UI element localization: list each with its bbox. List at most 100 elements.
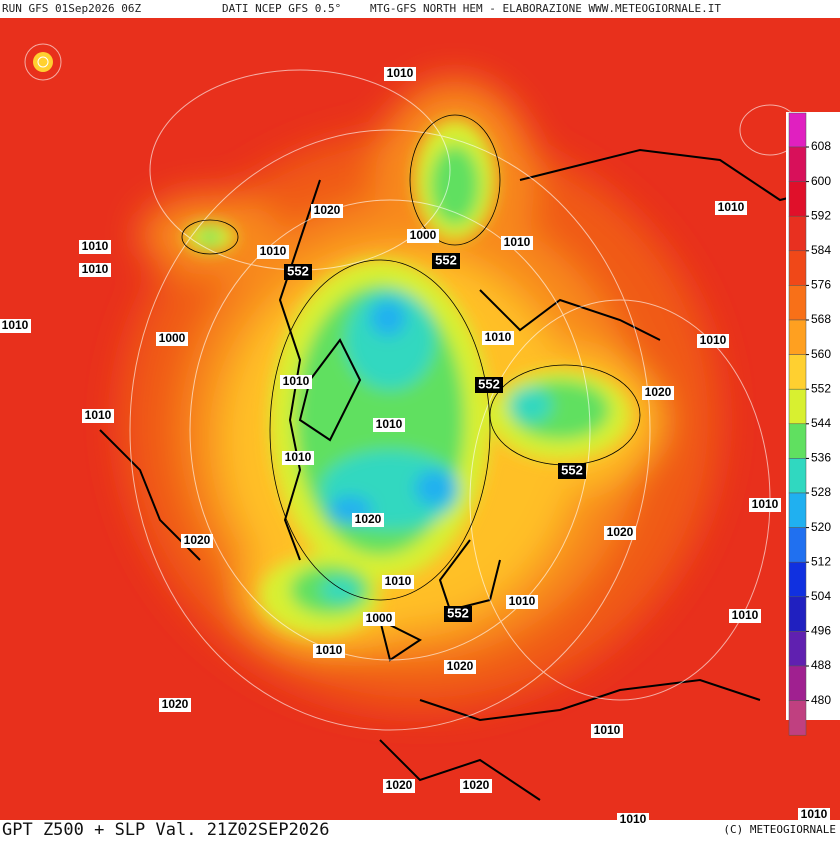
slp-label: 1010 <box>79 239 111 254</box>
slp-label-text: 1010 <box>620 812 647 826</box>
legend-swatch <box>788 388 807 425</box>
product-label: MTG-GFS NORTH HEM - ELABORAZIONE WWW.MET… <box>370 2 721 15</box>
legend-swatch <box>788 700 807 736</box>
slp-label: 1010 <box>501 235 533 250</box>
legend-swatch <box>788 215 807 252</box>
slp-label-text: 1020 <box>645 385 672 399</box>
slp-label: 1010 <box>0 318 31 333</box>
slp-label: 1010 <box>715 200 747 215</box>
slp-label-text: 1010 <box>700 333 727 347</box>
slp-label-text: 1010 <box>85 408 112 422</box>
slp-label: 1010 <box>482 330 514 345</box>
legend-swatch <box>788 250 807 286</box>
slp-label-bg <box>729 609 761 623</box>
slp-label-bg <box>591 724 623 738</box>
legend-tick-label: 520 <box>811 520 831 534</box>
slp-label: 1000 <box>363 611 395 626</box>
slp-label-text: 1020 <box>314 203 341 217</box>
legend-swatch <box>788 423 807 459</box>
legend-swatch <box>788 112 807 148</box>
slp-label-text: 1020 <box>184 533 211 547</box>
slp-label-bg <box>156 332 188 346</box>
slp-label: 1010 <box>257 244 289 259</box>
slp-label-text: 1020 <box>162 697 189 711</box>
slp-label-bg <box>352 513 384 527</box>
slp-label-bg <box>373 418 405 432</box>
slp-label-text: 1010 <box>82 262 109 276</box>
slp-label: 1020 <box>642 385 674 400</box>
legend-swatch <box>788 319 807 355</box>
slp-label-bg <box>506 595 538 609</box>
slp-label-bg <box>617 813 649 827</box>
slp-label-text: 1010 <box>285 450 312 464</box>
slp-label-text: 1020 <box>607 525 634 539</box>
slp-label-text: 1000 <box>410 228 437 242</box>
slp-label-text: 1010 <box>82 239 109 253</box>
slp-label-bg <box>384 67 416 81</box>
slp-label: 1020 <box>460 778 492 793</box>
footer-title: GPT Z500 + SLP Val. 21Z02SEP2026 <box>2 820 330 840</box>
field <box>0 18 840 820</box>
legend-swatch <box>788 146 807 182</box>
slp-label-bg <box>604 526 636 540</box>
slp-label-bg <box>407 229 439 243</box>
slp-label-text: 1010 <box>509 594 536 608</box>
legend-swatch <box>788 665 807 701</box>
slp-label-bg <box>715 201 747 215</box>
legend-tick-label: 600 <box>811 174 831 188</box>
legend-swatch <box>788 631 807 667</box>
legend-tick-label: 496 <box>811 624 831 638</box>
slp-label-bg <box>749 498 781 512</box>
z500-label-bg <box>432 253 460 269</box>
slp-label-bg <box>382 575 414 589</box>
slp-label-text: 1010 <box>260 244 287 258</box>
slp-label: 1010 <box>506 594 538 609</box>
slp-label: 1020 <box>352 512 384 527</box>
legend-tick-label: 544 <box>811 416 831 430</box>
slp-label: 1010 <box>591 723 623 738</box>
slp-label-bg <box>482 331 514 345</box>
slp-label-bg <box>79 263 111 277</box>
slp-label: 1010 <box>798 807 830 822</box>
slp-label: 1010 <box>729 608 761 623</box>
z500-label: 552 <box>284 263 312 280</box>
legend-tick-label: 504 <box>811 589 831 603</box>
slp-label: 1010 <box>617 812 649 827</box>
slp-label-bg <box>501 236 533 250</box>
slp-label-bg <box>257 245 289 259</box>
z500-label: 552 <box>432 252 460 269</box>
slp-label: 1000 <box>407 228 439 243</box>
slp-label-bg <box>313 644 345 658</box>
slp-label-bg <box>280 375 312 389</box>
slp-label-text: 1020 <box>355 512 382 526</box>
slp-label: 1020 <box>311 203 343 218</box>
slp-label: 1010 <box>384 66 416 81</box>
slp-label-bg <box>282 451 314 465</box>
slp-label-text: 1000 <box>366 611 393 625</box>
legend-swatch <box>788 181 807 217</box>
z500-label-text: 552 <box>287 263 309 278</box>
legend-tick-label: 608 <box>811 139 831 153</box>
slp-label-text: 1010 <box>385 574 412 588</box>
slp-label-bg <box>383 779 415 793</box>
slp-label-bg <box>0 319 31 333</box>
slp-label: 1010 <box>82 408 114 423</box>
slp-label-text: 1010 <box>752 497 779 511</box>
slp-label-text: 1010 <box>283 374 310 388</box>
slp-label-text: 1010 <box>594 723 621 737</box>
slp-label-bg <box>82 409 114 423</box>
contour-labels: 1010 1020 1000 1010 1010 1010 1010 1010 1010 1000… <box>0 66 830 827</box>
slp-label-bg <box>460 779 492 793</box>
slp-label: 1010 <box>749 497 781 512</box>
slp-label-text: 1010 <box>387 66 414 80</box>
legend-tick-label: 512 <box>811 554 831 568</box>
slp-label: 1010 <box>382 574 414 589</box>
legend: 608 600 592 584 576 568 560 552 544 536 528 520 512 5… <box>788 112 831 736</box>
slp-label-text: 1010 <box>732 608 759 622</box>
legend-tick-label: 528 <box>811 485 831 499</box>
slp-label-bg <box>181 534 213 548</box>
z500-label-text: 552 <box>561 462 583 477</box>
z500-label-text: 552 <box>478 376 500 391</box>
copyright: (C) METEOGIORNALE <box>723 823 836 836</box>
